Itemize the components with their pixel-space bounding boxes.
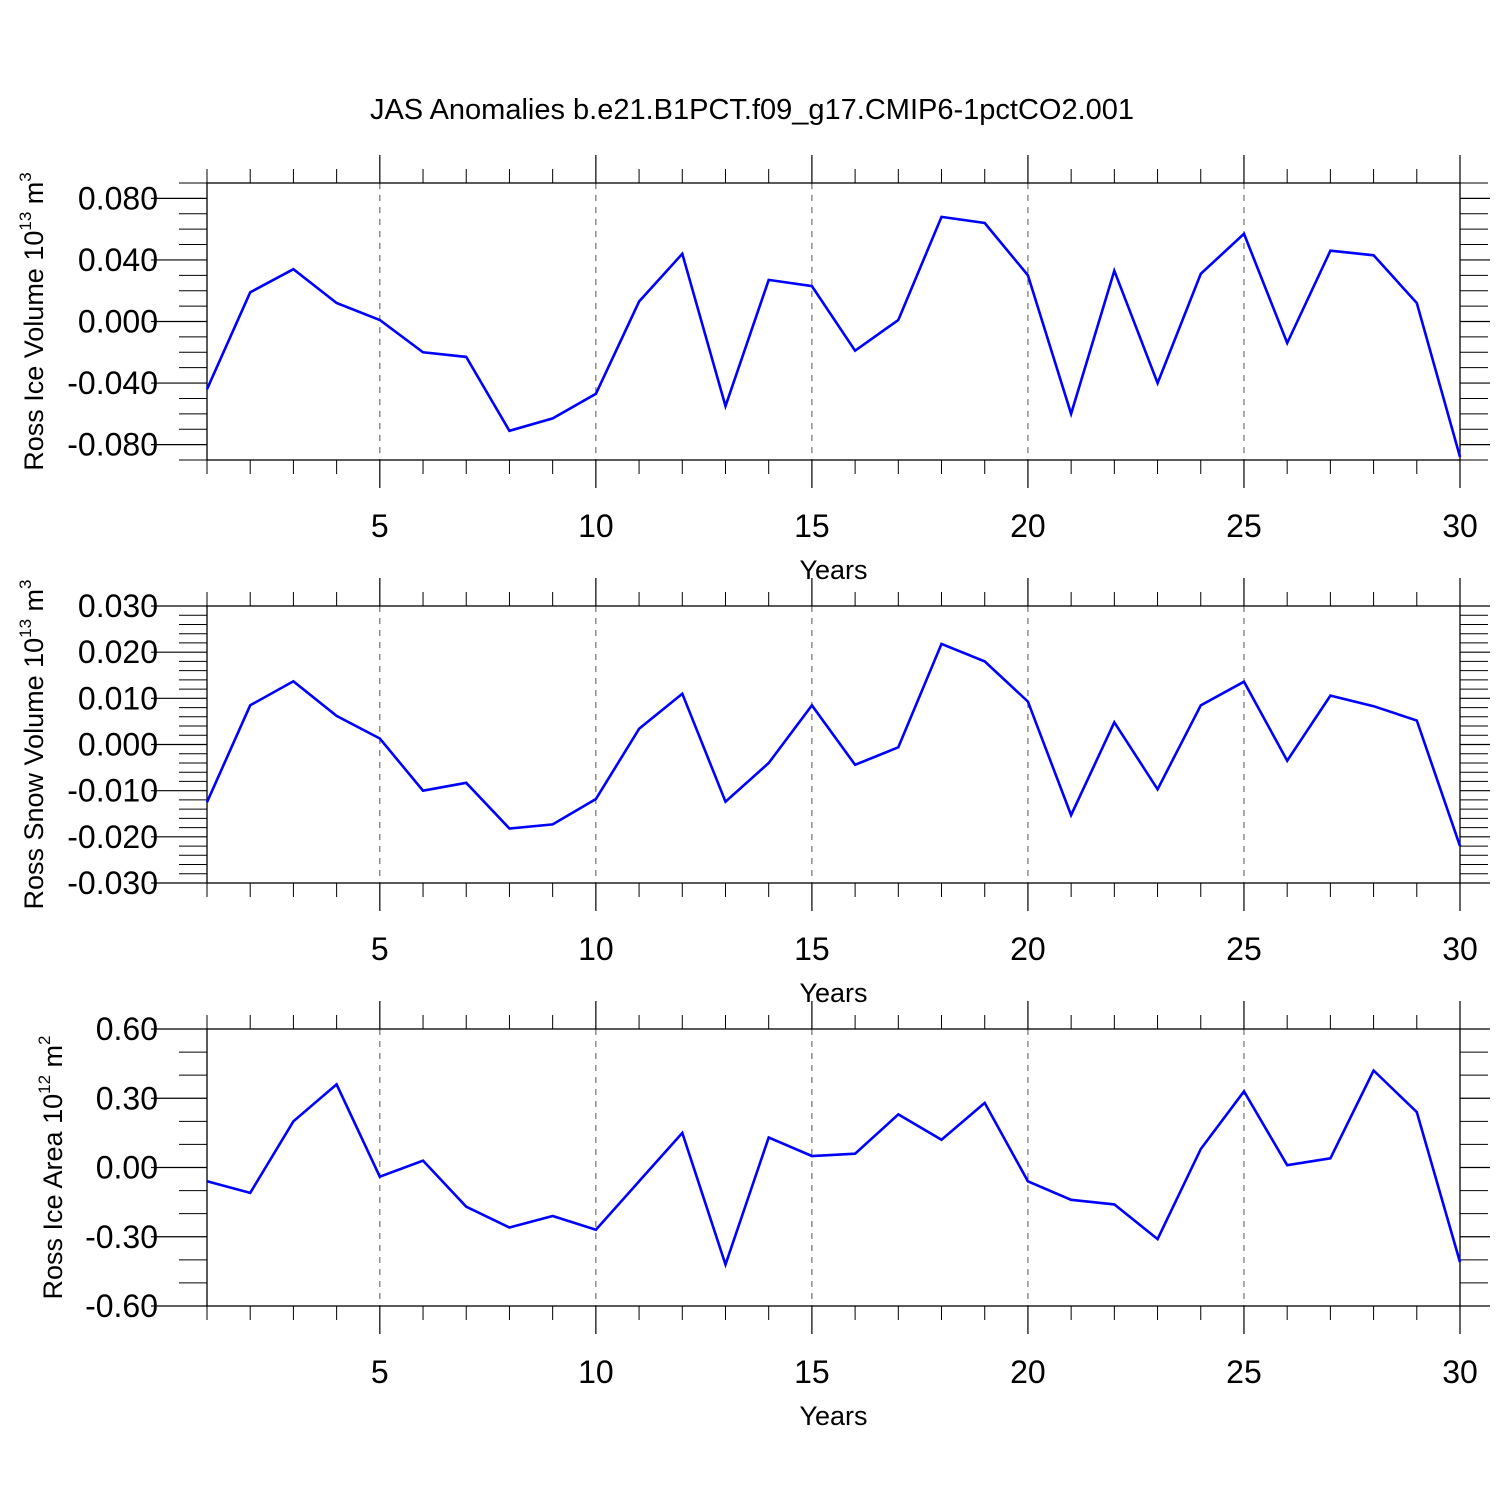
y-axis-label: Ross Ice Volume 1013 m3 xyxy=(16,172,49,471)
y-tick-label: 0.000 xyxy=(78,727,158,763)
x-axis-label: Years xyxy=(799,978,867,1008)
plot-frame xyxy=(206,1028,1461,1307)
x-tick-label: 20 xyxy=(1010,931,1046,967)
chart-title: JAS Anomalies b.e21.B1PCT.f09_g17.CMIP6-… xyxy=(370,94,1134,126)
chart-panel-3: 5 10 15 20 25 30 -0.60 -0.30 0.00 0.30 0.60 Years Ro… xyxy=(35,1001,1490,1431)
y-tick-label: 0.030 xyxy=(78,588,158,624)
x-tick-label: 25 xyxy=(1226,1354,1262,1390)
x-tick-label: 30 xyxy=(1442,931,1478,967)
series-line xyxy=(205,642,1462,847)
chart-panel-1: 5 10 15 20 25 30 -0.080 -0.040 0.000 0.040 0.080 Ye… xyxy=(16,155,1490,585)
x-tick-label: 30 xyxy=(1442,1354,1478,1390)
x-tick-label: 10 xyxy=(578,1354,614,1390)
x-tick-label: 15 xyxy=(794,1354,830,1390)
plot-frame xyxy=(206,605,1461,884)
x-tick-label: 10 xyxy=(578,508,614,544)
y-tick-label: 0.00 xyxy=(96,1150,158,1186)
y-tick-label: -0.30 xyxy=(85,1219,158,1255)
series-line xyxy=(206,1068,1462,1269)
series-line xyxy=(205,215,1462,458)
y-tick-label: 0.080 xyxy=(78,180,158,216)
plot-frame xyxy=(206,182,1461,461)
chart-panel-2: 5 10 15 20 25 30 -0.030 -0.020 -0.010 0.000 0.010 0… xyxy=(16,578,1490,1008)
y-tick-label: 0.010 xyxy=(78,680,158,716)
x-tick-label: 5 xyxy=(371,1354,389,1390)
x-tick-label: 5 xyxy=(371,931,389,967)
y-tick-label: 0.020 xyxy=(78,634,158,670)
y-axis-label: Ross Ice Area 1012 m2 xyxy=(35,1035,68,1299)
x-tick-label: 20 xyxy=(1010,508,1046,544)
y-tick-label: 0.60 xyxy=(96,1011,158,1047)
x-tick-label: 25 xyxy=(1226,931,1262,967)
x-tick-label: 15 xyxy=(794,508,830,544)
x-tick-label: 20 xyxy=(1010,1354,1046,1390)
y-axis-label: Ross Snow Volume 1013 m3 xyxy=(16,579,49,909)
x-tick-label: 5 xyxy=(371,508,389,544)
x-tick-label: 30 xyxy=(1442,508,1478,544)
y-tick-label: -0.020 xyxy=(67,819,158,855)
x-axis-label: Years xyxy=(799,1401,867,1431)
x-axis-label: Years xyxy=(799,555,867,585)
x-tick-label: 15 xyxy=(794,931,830,967)
x-tick-label: 10 xyxy=(578,931,614,967)
y-tick-label: 0.040 xyxy=(78,242,158,278)
y-tick-label: 0.30 xyxy=(96,1080,158,1116)
y-tick-label: -0.080 xyxy=(67,427,158,463)
y-tick-label: -0.010 xyxy=(67,773,158,809)
y-tick-label: -0.60 xyxy=(85,1288,158,1324)
y-tick-label: -0.040 xyxy=(67,365,158,401)
y-tick-label: -0.030 xyxy=(67,865,158,901)
x-tick-label: 25 xyxy=(1226,508,1262,544)
y-tick-label: 0.000 xyxy=(78,304,158,340)
